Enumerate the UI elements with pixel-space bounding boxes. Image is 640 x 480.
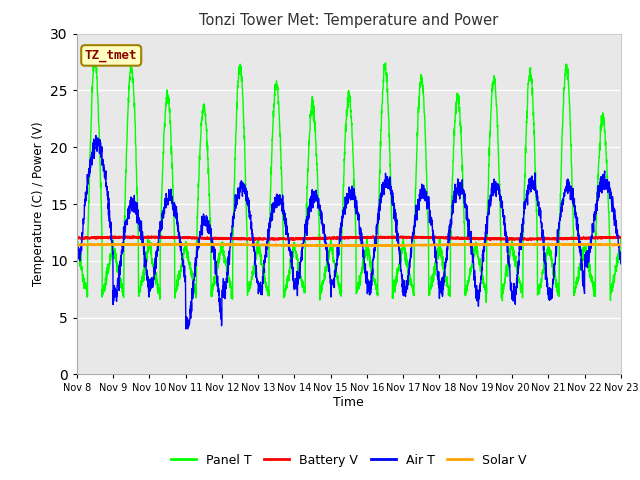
Y-axis label: Temperature (C) / Power (V): Temperature (C) / Power (V) [31, 122, 45, 286]
Panel T [168, 151, 175, 157]
Panel T [548, 264, 556, 270]
Air T [617, 257, 625, 263]
X-axis label: Time: Time [333, 396, 364, 409]
Legend: Panel T, Battery V, Air T, Solar V: Panel T, Battery V, Air T, Solar V [166, 449, 531, 472]
Battery V [548, 235, 556, 241]
Solar V [617, 242, 625, 248]
Panel T [73, 241, 81, 247]
Battery V [135, 234, 143, 240]
Solar V [167, 241, 175, 247]
Air T [73, 250, 81, 256]
Air T [305, 203, 313, 209]
Solar V [305, 243, 313, 249]
Panel T [135, 285, 143, 290]
Battery V [412, 233, 419, 239]
Battery V [167, 235, 175, 240]
Line: Battery V: Battery V [77, 236, 621, 240]
Solar V [135, 241, 143, 247]
Panel T [282, 282, 289, 288]
Line: Panel T: Panel T [77, 60, 621, 302]
Solar V [346, 243, 353, 249]
Battery V [73, 235, 81, 240]
Battery V [305, 236, 313, 241]
Solar V [525, 241, 533, 247]
Battery V [289, 237, 296, 243]
Line: Air T: Air T [77, 135, 621, 329]
Solar V [607, 242, 614, 248]
Text: TZ_tmet: TZ_tmet [85, 49, 138, 62]
Air T [182, 326, 189, 332]
Panel T [617, 234, 625, 240]
Panel T [483, 300, 490, 305]
Air T [282, 217, 290, 223]
Solar V [548, 242, 556, 248]
Air T [607, 187, 614, 192]
Panel T [607, 297, 614, 303]
Battery V [617, 235, 625, 240]
Battery V [282, 236, 289, 242]
Air T [135, 219, 143, 225]
Solar V [73, 241, 81, 247]
Battery V [607, 234, 614, 240]
Panel T [305, 139, 313, 145]
Air T [92, 132, 100, 138]
Air T [548, 288, 556, 294]
Line: Solar V: Solar V [77, 244, 621, 246]
Panel T [91, 58, 99, 63]
Title: Tonzi Tower Met: Temperature and Power: Tonzi Tower Met: Temperature and Power [199, 13, 499, 28]
Solar V [282, 242, 289, 248]
Air T [168, 196, 175, 202]
